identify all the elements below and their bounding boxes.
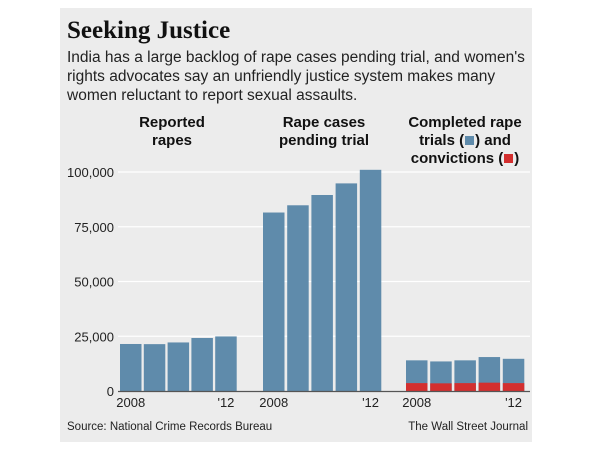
group-label-completed-line1: Completed rape	[408, 114, 522, 131]
bar	[167, 342, 190, 391]
bar	[359, 169, 382, 391]
y-tick-label: 50,000	[74, 275, 114, 290]
conviction-bar	[502, 383, 525, 391]
bar	[335, 183, 358, 391]
legend-trials-swatch	[465, 135, 475, 145]
x-tick-label: '12	[505, 395, 522, 410]
x-tick-label: 2008	[259, 395, 288, 410]
bar	[311, 194, 333, 391]
legend-trials-suffix: ) and	[475, 132, 511, 149]
conviction-bar	[478, 382, 501, 391]
bar	[120, 343, 142, 391]
group-label-reported: Reported rapes	[122, 114, 222, 150]
x-tick-label: '12	[217, 395, 234, 410]
source-note: Source: National Crime Records Bureau	[67, 421, 273, 433]
publisher-credit: The Wall Street Journal	[408, 421, 528, 433]
legend-convictions-swatch	[504, 153, 514, 163]
group-label-completed-line3: convictions ()	[400, 150, 530, 168]
group-label-reported-line2: rapes	[151, 132, 193, 149]
group-label-reported-line1: Reported	[139, 114, 205, 131]
x-tick-label: '12	[362, 395, 379, 410]
chart-title: Seeking Justice	[67, 17, 231, 44]
legend-convictions-prefix: convictions (	[410, 150, 504, 167]
legend-trials-prefix: trials (	[419, 132, 465, 149]
conviction-bar	[406, 383, 428, 391]
bar	[478, 357, 501, 391]
y-tick-label: 25,000	[74, 329, 114, 344]
legend-convictions-suffix: )	[514, 150, 520, 167]
bar	[143, 344, 166, 391]
y-tick-label: 75,000	[74, 220, 114, 235]
group-label-pending-line1: Rape cases	[282, 114, 366, 131]
y-tick-label: 0	[107, 384, 114, 399]
group-label-pending-line2: pending trial	[279, 132, 369, 149]
conviction-bar	[430, 383, 452, 391]
bar	[287, 205, 309, 391]
bar	[502, 358, 525, 391]
group-label-pending: Rape cases pending trial	[262, 114, 386, 150]
x-tick-label: 2008	[402, 395, 431, 410]
chart-subtitle: India has a large backlog of rape cases …	[67, 49, 525, 104]
conviction-bar	[454, 383, 476, 391]
group-label-completed-line2: trials ( ) and	[400, 132, 530, 150]
x-tick-label: 2008	[116, 395, 145, 410]
group-label-completed: Completed rape trials ( ) and convictions…	[400, 114, 530, 168]
bar	[191, 337, 213, 391]
y-tick-label: 100,000	[67, 165, 114, 180]
bar	[215, 336, 237, 391]
bar	[263, 212, 285, 391]
